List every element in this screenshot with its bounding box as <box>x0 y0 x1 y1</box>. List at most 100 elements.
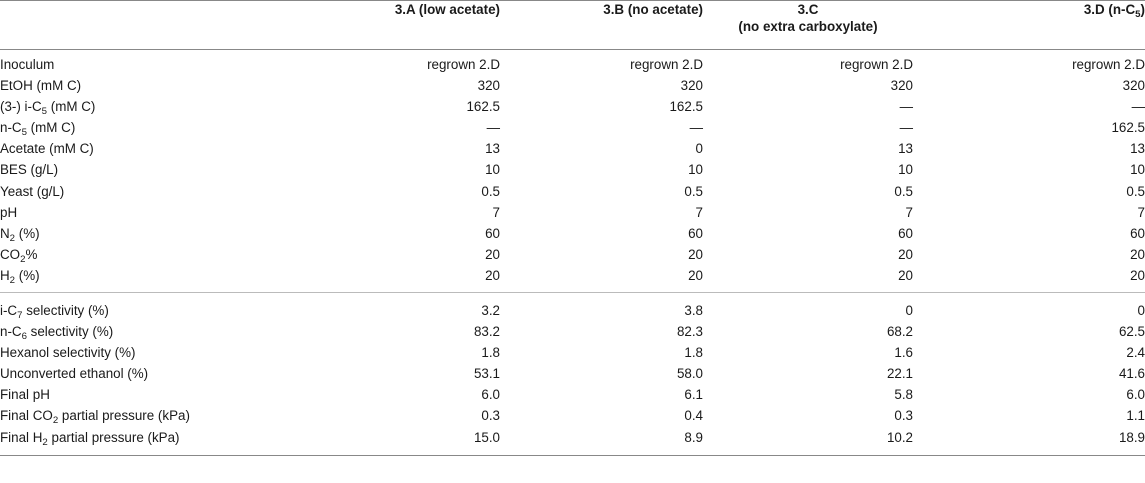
cell-value: 0.3 <box>894 408 913 424</box>
cell-value: 60 <box>1130 225 1145 241</box>
cell-value: — <box>486 120 500 136</box>
cell-value: 60 <box>485 225 500 241</box>
table-row: Acetate (mM C) 13 0 13 13 <box>0 138 1145 159</box>
row-label-text: EtOH (mM C) <box>0 78 82 94</box>
cell-value: 0 <box>913 291 1145 322</box>
row-label-text: pH <box>0 204 18 220</box>
cell-value: 18.9 <box>913 426 1145 456</box>
cell-value: 0.3 <box>481 408 500 424</box>
row-label-subscript: 2 <box>52 415 59 427</box>
row-label: Unconverted ethanol (%) <box>0 363 300 384</box>
cell-value: 41.6 <box>1118 366 1145 382</box>
table-row: n-C6 selectivity (%) 83.2 82.3 68.2 62.5 <box>0 321 1145 342</box>
cell-value: 320 <box>890 78 913 94</box>
row-label-suffix: partial pressure (kPa) <box>58 408 190 424</box>
row-label: Inoculum <box>0 50 300 76</box>
cell-value: regrown 2.D <box>1072 57 1145 72</box>
header-3d-sub: 5 <box>1135 8 1141 20</box>
header-row: 3.A (low acetate) 3.B (no acetate) 3.C (n… <box>0 0 1145 50</box>
table-row: (3-) i-C5 (mM C) 162.5 162.5 — — <box>0 96 1145 117</box>
header-3b-code: 3.B <box>603 2 625 17</box>
row-label: Final H2 partial pressure (kPa) <box>0 426 300 456</box>
row-label-subscript: 6 <box>21 330 27 342</box>
table-row: pH 7 7 7 7 <box>0 202 1145 223</box>
row-label: EtOH (mM C) <box>0 75 300 96</box>
row-label-text: H <box>0 267 10 283</box>
row-label-text: n-C <box>0 324 22 340</box>
row-label: n-C5 (mM C) <box>0 117 300 138</box>
cell-value: — <box>899 99 913 115</box>
row-label-suffix: (mM C) <box>47 99 96 115</box>
table-row: EtOH (mM C) 320 320 320 320 <box>0 75 1145 96</box>
cell-value: 320 <box>1122 78 1145 94</box>
row-label: Final pH <box>0 384 300 405</box>
header-3d: 3.D (n-C5) <box>913 0 1145 50</box>
table-row: Yeast (g/L) 0.5 0.5 0.5 0.5 <box>0 180 1145 201</box>
table-row: BES (g/L) 10 10 10 10 <box>0 159 1145 180</box>
row-label-text: Final H <box>0 429 43 445</box>
row-label: i-C7 selectivity (%) <box>0 291 300 322</box>
cell-value: 58.0 <box>676 366 703 382</box>
row-label-suffix: (%) <box>15 267 40 283</box>
cell-value: 3.8 <box>500 291 703 322</box>
cell-value: regrown 2.D <box>840 57 913 72</box>
cell-value: 2.4 <box>1126 345 1145 361</box>
row-label-suffix: selectivity (%) <box>22 302 109 318</box>
row-label: Hexanol selectivity (%) <box>0 342 300 363</box>
cell-value: 3.2 <box>300 291 500 322</box>
cell-value: 0.5 <box>684 183 703 199</box>
cell-value: regrown 2.D <box>427 57 500 72</box>
cell-value: 1.8 <box>684 345 703 361</box>
table-row: Hexanol selectivity (%) 1.8 1.8 1.6 2.4 <box>0 342 1145 363</box>
table-row: Final CO2 partial pressure (kPa) 0.3 0.4 0.… <box>0 405 1145 426</box>
row-label-text: N <box>0 225 10 241</box>
cell-value: 20 <box>1130 267 1145 283</box>
cell-value: 62.5 <box>1118 324 1145 340</box>
cell-value: 320 <box>680 78 703 94</box>
cell-value: 162.5 <box>466 99 500 115</box>
cell-value: 320 <box>477 78 500 94</box>
cell-value: 6.1 <box>684 387 703 403</box>
cell-value: — <box>689 120 703 136</box>
table-row: n-C5 (mM C) — — — 162.5 <box>0 117 1145 138</box>
header-3c-code: 3.C <box>797 2 819 17</box>
cell-value: 60 <box>898 225 913 241</box>
cell-value: 20 <box>1130 246 1145 262</box>
row-label-subscript: 2 <box>9 232 16 244</box>
row-label-text: Acetate (mM C) <box>0 141 94 157</box>
cell-value: 10 <box>485 162 500 178</box>
cell-value: 10 <box>1130 162 1145 178</box>
cell-value: 0.5 <box>894 183 913 199</box>
table-row: CO2% 20 20 20 20 <box>0 244 1145 265</box>
table-row: i-C7 selectivity (%) 3.2 3.8 0 0 <box>0 291 1145 322</box>
cell-value: 60 <box>688 225 703 241</box>
row-label: Yeast (g/L) <box>0 180 300 201</box>
cell-value: 8.9 <box>500 426 703 456</box>
cell-value: 10.2 <box>703 426 913 456</box>
table-row: Final pH 6.0 6.1 5.8 6.0 <box>0 384 1145 405</box>
cell-value: 0 <box>695 141 703 157</box>
header-3c: 3.C (no extra carboxylate) <box>703 0 913 50</box>
cell-value: 20 <box>688 246 703 262</box>
table-row: Inoculum regrown 2.D regrown 2.D regrown 2.… <box>0 50 1145 76</box>
cell-value: 5.8 <box>894 387 913 403</box>
row-label: n-C6 selectivity (%) <box>0 321 300 342</box>
cell-value: 13 <box>485 141 500 157</box>
row-label-text: Unconverted ethanol (%) <box>0 366 149 382</box>
cell-value: 6.0 <box>481 387 500 403</box>
cell-value: — <box>1131 99 1145 115</box>
cell-value: 68.2 <box>886 324 913 340</box>
cell-value: 162.5 <box>1111 120 1145 136</box>
row-label-suffix: (%) <box>15 225 40 241</box>
cell-value: — <box>899 120 913 136</box>
header-3b: 3.B (no acetate) <box>500 0 703 50</box>
cell-value: 162.5 <box>669 99 703 115</box>
row-label-suffix: selectivity (%) <box>26 324 114 340</box>
cell-value: 10 <box>688 162 703 178</box>
header-3a-code: 3.A <box>394 2 416 17</box>
conditions-section: Inoculum regrown 2.D regrown 2.D regrown 2.… <box>0 50 1145 293</box>
cell-value: 0.5 <box>1126 183 1145 199</box>
row-label: CO2% <box>0 244 300 265</box>
cell-value: 1.6 <box>894 345 913 361</box>
row-label: (3-) i-C5 (mM C) <box>0 96 300 117</box>
